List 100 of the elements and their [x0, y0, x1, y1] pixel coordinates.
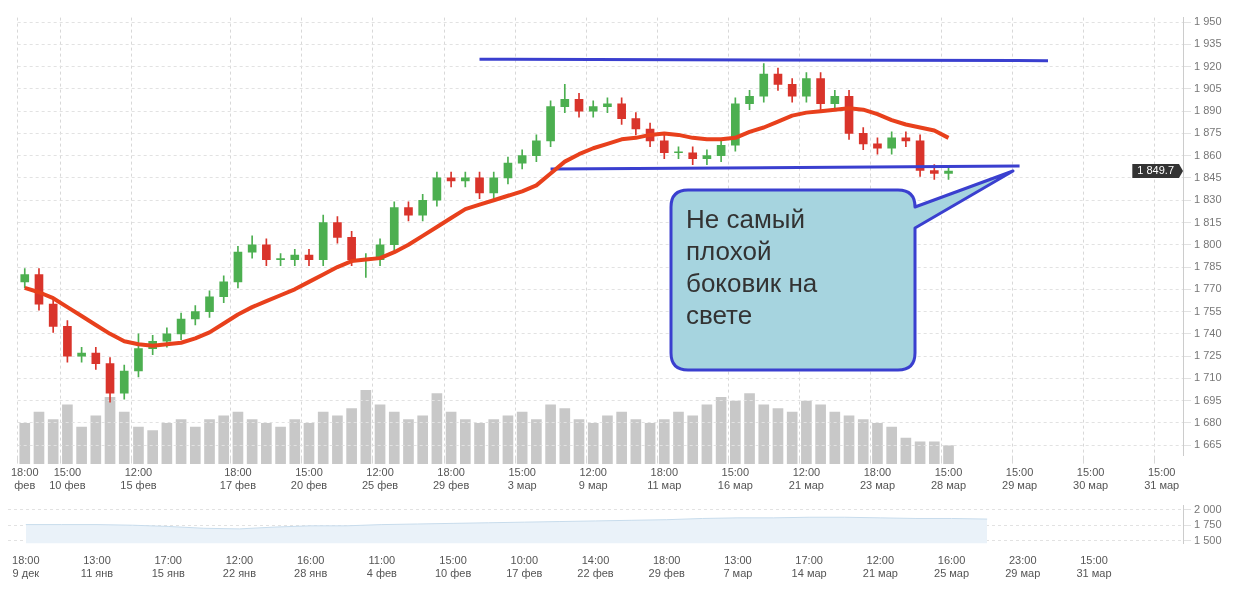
x-tick-label: 18:00 29 фев: [432, 466, 470, 492]
bar: [459, 419, 471, 464]
bar: [431, 393, 443, 464]
bar: [360, 390, 372, 464]
bar: [488, 419, 500, 464]
y-tick-label: 1 680: [1194, 415, 1222, 428]
x-tick-label: 15:00 28 мар: [930, 466, 967, 492]
x-tick-label: 12:00 15 фев: [120, 466, 157, 492]
x-tick-label: 18:00 11 мар: [647, 466, 682, 492]
x-tick-label: 23:00 29 мар: [1005, 554, 1041, 580]
bar: [246, 419, 258, 464]
x-tick-label: 16:00 28 янв: [294, 554, 328, 580]
bar: [644, 422, 656, 464]
y-tick-label: 1 815: [1194, 215, 1222, 228]
x-tick-label: 15:00 29 мар: [1002, 466, 1038, 492]
bar: [531, 419, 542, 464]
x-tick-label: 15:00 10 фев: [49, 466, 86, 492]
bar: [758, 404, 770, 464]
bar: [843, 415, 855, 464]
x-tick-label: 10:00 17 фев: [506, 554, 543, 580]
bar: [104, 397, 116, 464]
y-tick-label: 1 725: [1194, 349, 1222, 362]
bar: [872, 422, 883, 464]
bar: [900, 437, 912, 464]
bar: [19, 422, 31, 464]
y-tick-label: 1 935: [1194, 37, 1222, 50]
x-tick-label: 13:00 11 янв: [80, 554, 114, 580]
bar: [573, 419, 585, 464]
bar: [744, 393, 755, 464]
x-tick-label: 15:00 20 фев: [290, 466, 328, 492]
x-tick-label: 17:00 15 янв: [151, 554, 185, 580]
bar: [587, 422, 599, 464]
y-tick-label: 1 875: [1194, 126, 1222, 139]
bar: [701, 404, 713, 464]
bar: [730, 400, 741, 464]
bar: [786, 411, 798, 464]
bar: [76, 426, 87, 464]
bar: [687, 415, 699, 464]
x-tick-label: 15:00 3 мар: [507, 466, 537, 492]
bar: [886, 426, 897, 464]
bar: [403, 419, 414, 464]
y-tick-label: 1 890: [1194, 104, 1222, 117]
y-tick-label: 1 845: [1194, 170, 1222, 183]
annotation: Не самый плохой боковик на свете: [686, 203, 819, 331]
bar: [673, 411, 684, 464]
x-tick-label: 15:00 10 фев: [434, 554, 472, 580]
bar: [928, 441, 940, 464]
x-tick-label: 11:00 4 фев: [366, 554, 398, 580]
y-tick-label: 1 770: [1194, 282, 1222, 295]
x-tick-label: 17:00 14 мар: [791, 554, 827, 580]
y-tick-label: 1 750: [1194, 518, 1222, 531]
bar: [303, 422, 315, 464]
y-tick-label: 2 000: [1194, 502, 1222, 515]
bar: [317, 411, 329, 464]
x-tick-label: 18:00 29 фев: [648, 554, 686, 580]
bar: [943, 445, 954, 464]
y-tick-label: 1 830: [1194, 193, 1222, 206]
bar: [829, 411, 841, 464]
bar: [559, 408, 571, 464]
y-tick-label: 1 695: [1194, 393, 1222, 406]
annotation: 1 849.7: [1137, 164, 1174, 177]
bar: [545, 404, 556, 464]
bar: [175, 419, 187, 464]
y-tick-label: 1 710: [1194, 371, 1222, 384]
bar: [189, 426, 201, 464]
bar: [218, 415, 230, 464]
bar: [914, 441, 926, 464]
bar: [815, 404, 826, 464]
bar: [715, 397, 727, 464]
bar: [232, 411, 244, 464]
y-tick-label: 1 920: [1194, 59, 1222, 72]
x-tick-label: 14:00 22 фев: [577, 554, 614, 580]
bar: [388, 411, 400, 464]
x-tick-label: 18:00 фев: [11, 466, 39, 492]
x-tick-label: 16:00 25 мар: [934, 554, 970, 580]
bar: [161, 422, 173, 464]
bar: [275, 426, 286, 464]
x-tick-label: 12:00 9 мар: [578, 466, 608, 492]
bar: [772, 408, 784, 464]
y-tick-label: 1 740: [1194, 326, 1222, 339]
y-tick-label: 1 785: [1194, 260, 1222, 273]
bar: [90, 415, 102, 464]
bar: [133, 426, 144, 464]
x-tick-label: 15:00 16 мар: [717, 466, 753, 492]
y-tick-label: 1 905: [1194, 81, 1222, 94]
bar: [332, 415, 343, 464]
bar: [33, 411, 45, 464]
x-tick-label: 12:00 25 фев: [361, 466, 399, 492]
y-tick-label: 1 860: [1194, 148, 1222, 161]
bar: [62, 404, 73, 464]
candlestick: [702, 149, 712, 165]
bar: [630, 419, 642, 464]
bar: [147, 430, 158, 464]
x-tick-label: 12:00 21 мар: [788, 466, 824, 492]
bar: [857, 419, 869, 464]
x-tick-label: 15:00 31 мар: [1144, 466, 1180, 492]
bar: [801, 400, 812, 464]
y-tick-label: 1 800: [1194, 237, 1222, 250]
bar: [417, 415, 429, 464]
y-tick-label: 1 950: [1194, 15, 1222, 28]
